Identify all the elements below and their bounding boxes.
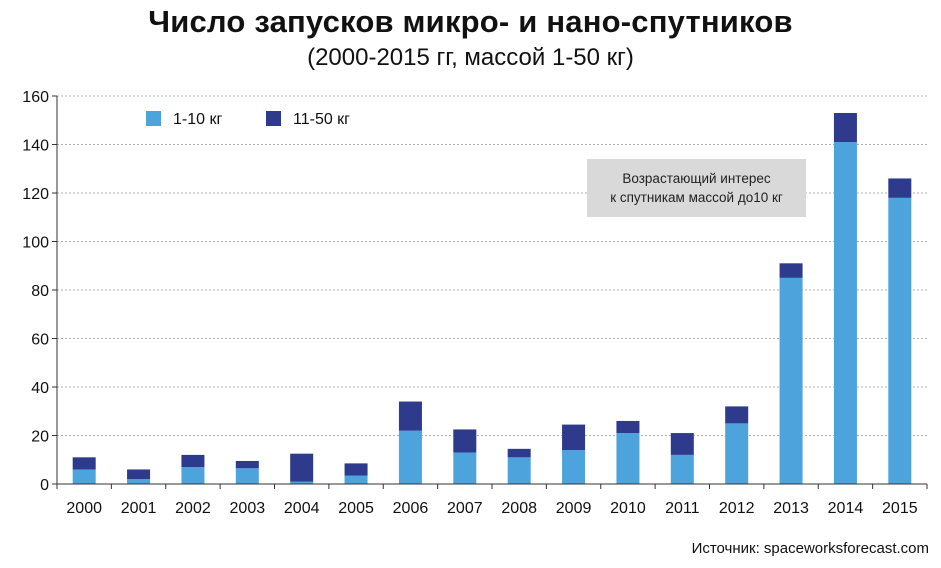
y-tick-label: 0	[40, 477, 49, 494]
x-tick-label: 2002	[175, 500, 211, 517]
bar-small-2010	[616, 433, 640, 484]
bar-small-2008	[507, 457, 531, 484]
annotation-box: Возрастающий интерес к спутникам массой …	[587, 159, 806, 217]
bar-small-2001	[127, 479, 151, 484]
y-tick-label: 40	[31, 380, 49, 397]
legend-label-large: 11-50 кг	[293, 111, 350, 128]
x-tick-label: 2012	[719, 500, 755, 517]
x-tick-label: 2013	[773, 500, 809, 517]
x-tick-label: 2004	[284, 500, 320, 517]
x-tick-label: 2008	[501, 500, 537, 517]
y-tick-label: 160	[22, 89, 49, 106]
bar-large-2003	[235, 460, 259, 469]
x-tick-label: 2000	[66, 500, 102, 517]
bar-small-2013	[779, 277, 803, 484]
x-tick-label: 2011	[665, 500, 700, 517]
source-note: Источник: spaceworksforecast.com	[691, 540, 929, 557]
bar-small-2012	[725, 423, 749, 484]
y-tick-label: 80	[31, 283, 49, 300]
annotation-line-1: Возрастающий интерес	[622, 171, 771, 186]
x-tick-label: 2014	[828, 500, 864, 517]
bar-small-2006	[398, 430, 422, 484]
chart-title: Число запусков микро- и нано-спутников	[148, 4, 793, 39]
bar-large-2010	[616, 420, 640, 434]
y-tick-label: 20	[31, 429, 49, 446]
x-tick-label: 2003	[230, 500, 266, 517]
legend-swatch-large	[266, 111, 281, 126]
chart-subtitle: (2000-2015 гг, массой 1-50 кг)	[307, 44, 634, 71]
y-tick-label: 120	[22, 186, 49, 203]
bar-small-2005	[344, 475, 368, 484]
bar-small-2014	[833, 142, 857, 484]
bar-small-2002	[181, 467, 205, 484]
bar-large-2013	[779, 263, 803, 278]
bar-small-2015	[888, 197, 912, 484]
bar-large-2000	[72, 457, 96, 470]
bar-large-2006	[398, 401, 422, 431]
x-tick-label: 2010	[610, 500, 646, 517]
bar-large-2004	[290, 453, 314, 482]
bar-large-2005	[344, 463, 368, 476]
y-tick-label: 100	[22, 235, 49, 252]
legend-label-small: 1-10 кг	[173, 111, 222, 128]
x-tick-label: 2007	[447, 500, 483, 517]
bar-small-2009	[562, 450, 586, 484]
bars	[72, 112, 912, 484]
bar-small-2000	[72, 469, 96, 484]
legend: 1-10 кг 11-50 кг	[146, 111, 350, 128]
bar-small-2004	[290, 481, 314, 484]
bar-large-2014	[833, 112, 857, 143]
axes: 0 20 40 60 80 100 120 140 160 2000 2001 2002 2003 200…	[22, 89, 928, 517]
legend-swatch-small	[146, 111, 161, 126]
bar-small-2007	[453, 452, 477, 484]
x-tick-label: 2009	[556, 500, 592, 517]
x-tick-label: 2006	[393, 500, 429, 517]
y-tick-label: 140	[22, 138, 49, 155]
bar-large-2011	[670, 433, 694, 455]
bar-large-2015	[888, 178, 912, 198]
annotation-line-2: к спутникам массой до10 кг	[610, 190, 783, 205]
bar-large-2012	[725, 406, 749, 424]
x-tick-label: 2005	[338, 500, 374, 517]
bar-large-2008	[507, 448, 531, 458]
bar-large-2001	[127, 469, 151, 480]
bar-small-2003	[235, 468, 259, 484]
bar-large-2002	[181, 454, 205, 468]
y-tick-label: 60	[31, 332, 49, 349]
bar-large-2007	[453, 429, 477, 453]
bar-large-2009	[562, 424, 586, 451]
x-tick-label: 2015	[882, 500, 918, 517]
bar-small-2011	[670, 454, 694, 484]
x-tick-label: 2001	[121, 500, 157, 517]
